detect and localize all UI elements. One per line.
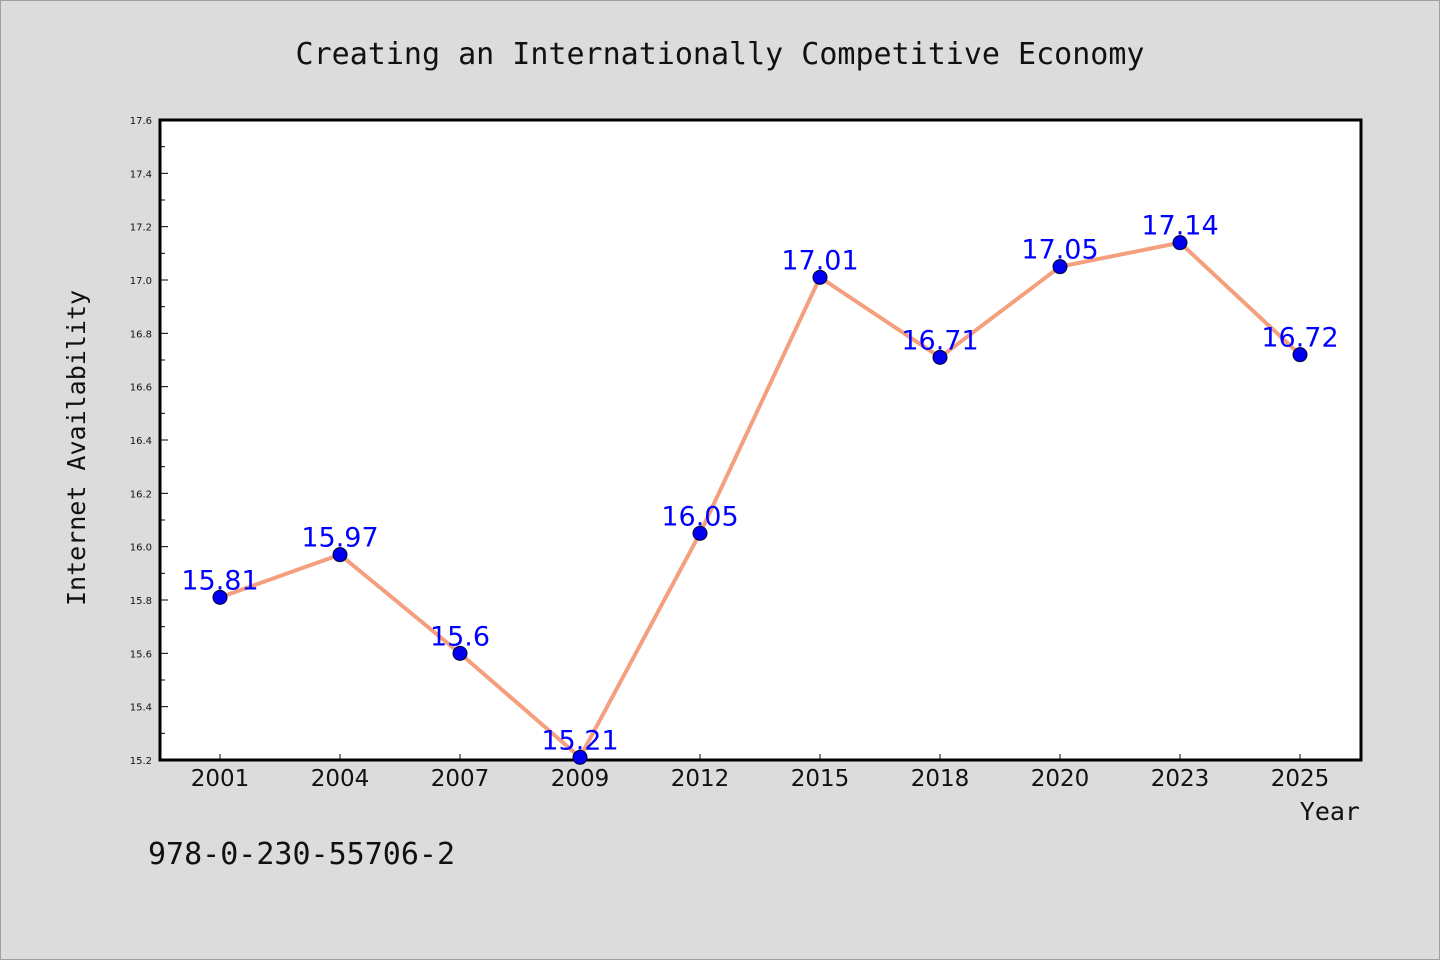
x-tick-label: 2001 [191,766,250,792]
data-point [692,525,708,541]
data-point [1172,235,1188,251]
x-axis: 2001 2004 2007 2009 2012 2015 2018 2020 2023 2025 [191,754,1330,792]
x-axis-title: Year [1300,797,1360,826]
data-label: 17.05 [1021,235,1098,266]
data-label: 17.01 [781,245,858,276]
series-markers [212,235,1308,765]
data-label: 15.6 [430,621,490,652]
data-label: 15.81 [181,565,258,596]
data-label: 16.72 [1261,323,1338,354]
data-point [572,749,588,765]
x-tick-label: 2023 [1151,766,1210,792]
data-labels: 15.81 15.97 15.6 15.21 16.05 17.01 16.71 17.05 1… [181,211,1338,757]
x-tick-label: 2004 [311,766,370,792]
y-tick-label: 15.4 [130,703,152,714]
y-tick-label: 17.4 [130,169,152,180]
footer-code: 978-0-230-55706-2 [148,837,455,872]
x-tick-label: 2020 [1031,766,1090,792]
series-line [219,240,1302,760]
data-label: 15.21 [541,725,618,756]
x-tick-label: 2012 [671,766,730,792]
y-tick-label: 16.8 [130,329,152,340]
y-tick-label: 15.8 [130,596,152,607]
x-tick-label: 2007 [431,766,490,792]
plot-area [158,118,1363,762]
y-tick-label: 17.2 [130,223,152,234]
data-point [212,589,228,605]
x-tick-label: 2015 [791,766,850,792]
y-tick-label: 16.4 [130,436,152,447]
y-tick-label: 15.2 [130,756,152,767]
y-tick-label: 16.2 [130,489,152,500]
x-tick-label: 2009 [551,766,610,792]
data-label: 17.14 [1141,211,1218,242]
data-point [332,547,348,563]
y-axis-title: Internet Availability [62,290,91,606]
data-point [1292,347,1308,363]
data-label: 16.71 [901,325,978,356]
y-tick-label: 15.6 [130,649,152,660]
data-point [812,269,828,285]
y-tick-label: 17.0 [130,276,152,287]
x-tick-label: 2025 [1271,766,1330,792]
y-tick-label: 16.0 [130,543,152,554]
data-label: 16.05 [661,501,738,532]
x-tick-label: 2018 [911,766,970,792]
data-point [1052,259,1068,275]
y-tick-label: 17.6 [130,116,152,127]
y-tick-label: 16.6 [130,383,152,394]
chart-title: Creating an Internationally Competitive … [296,37,1145,72]
data-point [932,349,948,365]
y-axis: 15.2 15.4 15.6 15.8 16.0 16.2 16.4 16.6 16.8 17.0… [130,116,168,767]
data-label: 15.97 [301,523,378,554]
data-point [452,645,468,661]
